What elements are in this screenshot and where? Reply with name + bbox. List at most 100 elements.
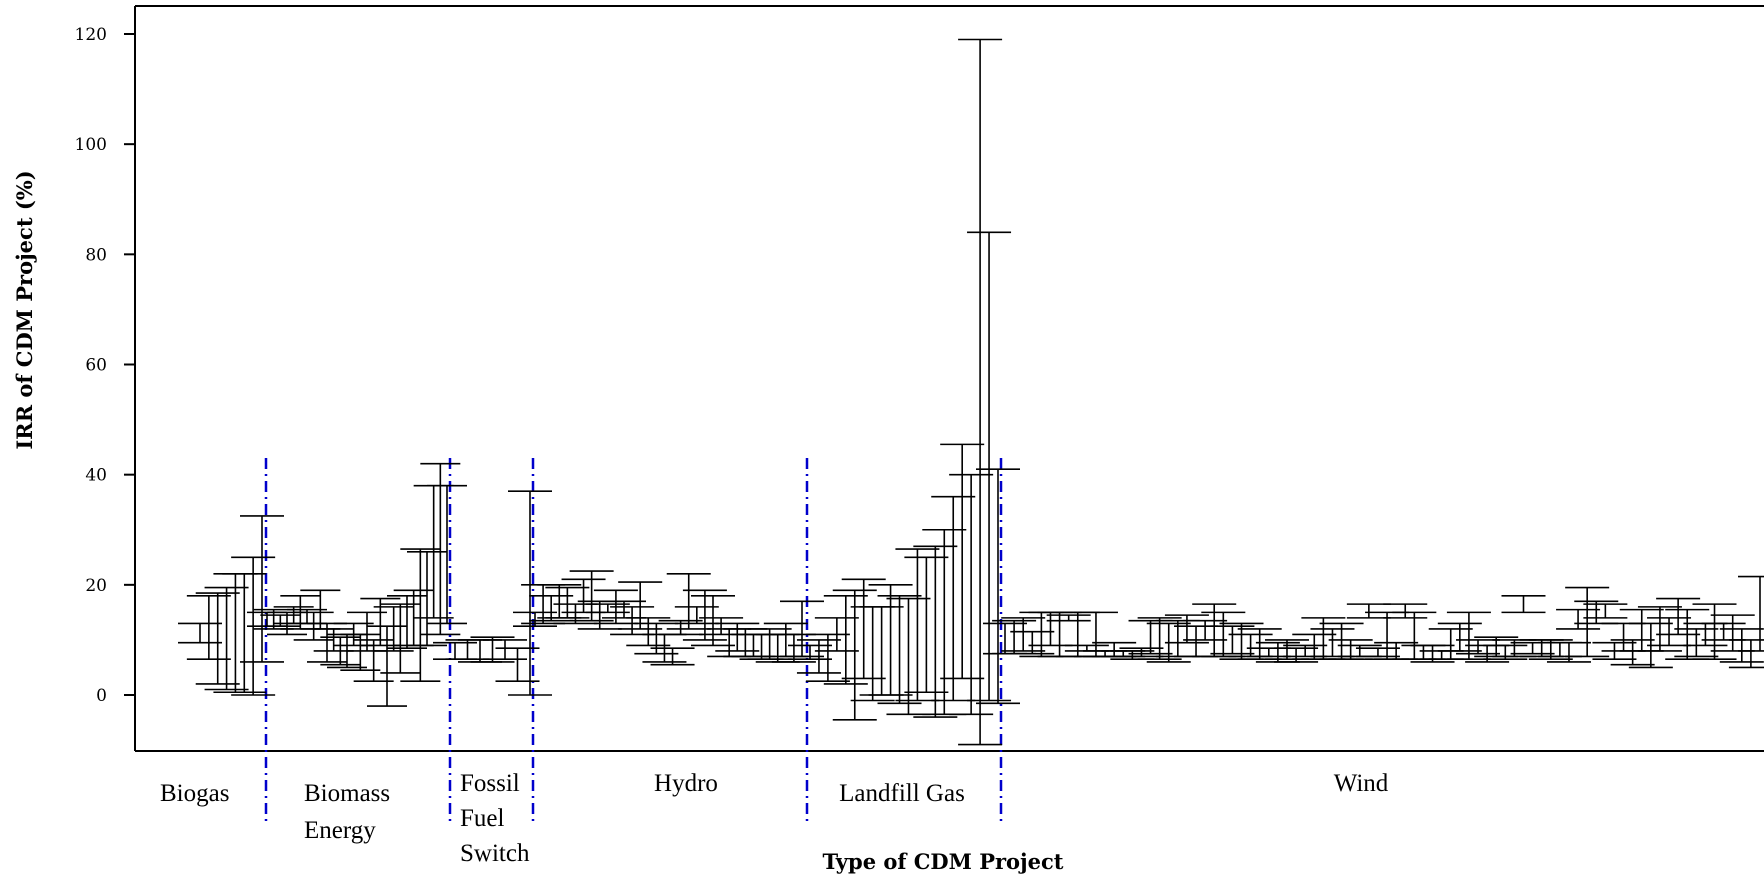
- error-bar: [780, 600, 824, 658]
- error-bar: [796, 639, 841, 674]
- error-bar: [940, 443, 985, 680]
- error-bar: [1674, 628, 1719, 658]
- error-bar: [213, 573, 258, 694]
- y-tick-label: 60: [85, 356, 107, 376]
- error-bar: [666, 573, 711, 630]
- error-bar: [618, 581, 663, 630]
- error-bar: [1428, 628, 1473, 660]
- error-bar: [1346, 603, 1391, 619]
- error-bar: [529, 595, 574, 622]
- error-bars: [178, 38, 1764, 746]
- error-bar: [1437, 622, 1482, 652]
- error-bar: [508, 490, 552, 696]
- error-bar: [1210, 625, 1255, 655]
- error-bar: [949, 473, 994, 716]
- error-bar: [1164, 614, 1209, 644]
- error-bar: [1556, 608, 1601, 630]
- error-bar: [1019, 611, 1064, 658]
- error-bar: [240, 515, 284, 663]
- category-label: Switch: [460, 840, 530, 867]
- error-bar: [1037, 611, 1082, 658]
- error-bar: [1392, 611, 1437, 660]
- error-bar: [1401, 644, 1446, 660]
- y-tick-label: 80: [85, 245, 107, 265]
- error-bar: [178, 622, 222, 644]
- error-bar: [976, 468, 1020, 705]
- error-bar: [1701, 622, 1746, 641]
- error-bar: [1738, 575, 1764, 652]
- error-bar: [1237, 628, 1282, 660]
- error-bar: [1501, 595, 1546, 614]
- error-bar: [585, 603, 630, 614]
- error-bar: [1355, 647, 1400, 658]
- error-bar: [868, 584, 913, 696]
- error-bar: [420, 462, 461, 636]
- error-bar: [1064, 644, 1109, 652]
- error-bar: [823, 595, 868, 685]
- error-bar: [715, 622, 760, 652]
- error-bar: [958, 38, 1003, 746]
- error-bar: [1310, 628, 1355, 658]
- y-axis-title: IRR of CDM Project (%): [12, 170, 37, 449]
- error-bar: [1246, 647, 1291, 658]
- error-bar: [1137, 617, 1182, 660]
- category-label: Energy: [304, 817, 376, 844]
- y-tick-label: 120: [75, 25, 107, 45]
- error-bar: [1583, 603, 1628, 619]
- category-label: Fossil: [460, 770, 520, 797]
- y-axis-ticks: 0 20 40 60 80 100 120: [75, 25, 135, 706]
- error-bar: [682, 589, 727, 641]
- category-labels: Biogas Biomass Energy Fossil Fuel Switch Hydro…: [160, 770, 1389, 867]
- error-bar: [1610, 639, 1655, 666]
- error-bar: [626, 617, 671, 647]
- error-bar: [1419, 650, 1464, 660]
- error-bar: [483, 639, 527, 660]
- error-bar: [1728, 639, 1764, 669]
- y-tick-label: 100: [75, 135, 107, 155]
- error-bar: [913, 545, 958, 718]
- error-bar: [1565, 586, 1610, 658]
- error-bar: [1510, 641, 1555, 655]
- error-bar: [674, 606, 719, 625]
- plot-axes: [134, 5, 1764, 752]
- error-bar: [1719, 628, 1764, 663]
- error-bar: [1046, 614, 1091, 622]
- error-bar: [1174, 625, 1219, 658]
- error-bar: [427, 484, 467, 625]
- error-bar: [1183, 619, 1228, 641]
- error-bar: [1083, 650, 1128, 658]
- x-axis-title: Type of CDM Project: [822, 849, 1063, 874]
- error-bar: [195, 592, 240, 685]
- error-bar: [895, 548, 940, 702]
- category-label: Wind: [1334, 770, 1389, 797]
- error-bar: [1292, 633, 1337, 660]
- error-bar: [1365, 611, 1410, 660]
- error-bar: [1446, 611, 1491, 660]
- category-label: Hydro: [654, 770, 718, 797]
- error-bar: [1010, 630, 1055, 655]
- error-bar: [1119, 647, 1164, 658]
- error-bar: [841, 578, 886, 680]
- error-bar: [1637, 606, 1682, 652]
- error-bar: [886, 597, 931, 716]
- category-label: Fuel: [460, 805, 505, 832]
- error-bar: [204, 586, 249, 691]
- category-separators: [264, 458, 1003, 822]
- error-bar: [470, 636, 515, 663]
- y-tick-label: 0: [96, 686, 107, 706]
- error-bar: [931, 495, 976, 702]
- error-bar: [495, 647, 540, 683]
- error-bar: [1073, 611, 1118, 658]
- error-bar: [1546, 641, 1591, 663]
- error-bar: [1692, 603, 1737, 660]
- error-bar: [967, 231, 1012, 702]
- category-label: Biogas: [160, 780, 229, 807]
- y-tick-label: 40: [85, 466, 107, 486]
- error-bar: [222, 573, 267, 694]
- error-bar: [805, 633, 850, 683]
- error-bar: [650, 647, 695, 666]
- y-tick-label: 20: [85, 576, 107, 596]
- error-bar: [1001, 617, 1046, 652]
- error-bar: [186, 595, 231, 660]
